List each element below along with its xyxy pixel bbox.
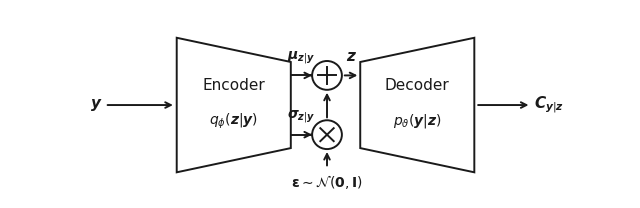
Text: $\boldsymbol{z}$: $\boldsymbol{z}$ (346, 49, 356, 64)
Text: $\boldsymbol{\varepsilon} \sim \mathcal{N}(\mathbf{0}, \mathbf{I})$: $\boldsymbol{\varepsilon} \sim \mathcal{… (291, 173, 363, 191)
Text: Decoder: Decoder (385, 78, 450, 93)
Text: $q_\phi(\boldsymbol{z}|\boldsymbol{y})$: $q_\phi(\boldsymbol{z}|\boldsymbol{y})$ (209, 111, 259, 131)
Ellipse shape (312, 61, 342, 90)
Ellipse shape (312, 120, 342, 149)
Text: $\boldsymbol{\mu}_{\boldsymbol{z}|\boldsymbol{y}}$: $\boldsymbol{\mu}_{\boldsymbol{z}|\bolds… (287, 49, 316, 66)
Text: Encoder: Encoder (202, 78, 265, 93)
Text: $p_\vartheta(\boldsymbol{y}|\boldsymbol{z})$: $p_\vartheta(\boldsymbol{y}|\boldsymbol{… (393, 112, 442, 130)
Text: $\boldsymbol{\sigma}_{\boldsymbol{z}|\boldsymbol{y}}$: $\boldsymbol{\sigma}_{\boldsymbol{z}|\bo… (287, 108, 316, 125)
Text: $\boldsymbol{C}_{\boldsymbol{y}|\boldsymbol{z}}$: $\boldsymbol{C}_{\boldsymbol{y}|\boldsym… (534, 95, 564, 115)
Text: $\boldsymbol{y}$: $\boldsymbol{y}$ (90, 97, 102, 113)
